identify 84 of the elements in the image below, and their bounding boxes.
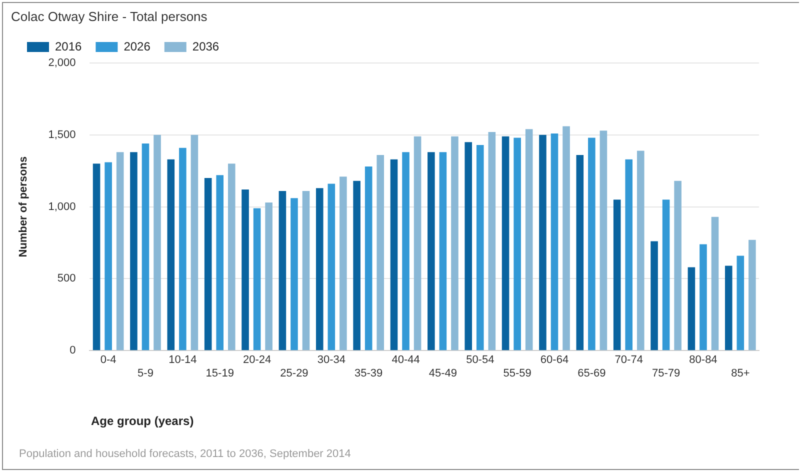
x-tick-label: 80-84 — [689, 354, 718, 366]
bar — [265, 202, 272, 350]
y-axis-title: Number of persons — [18, 156, 30, 258]
bar — [576, 155, 584, 350]
bar — [402, 152, 410, 350]
bar — [390, 159, 398, 350]
bar — [439, 152, 447, 350]
bar — [550, 133, 558, 350]
y-tick-label: 2,000 — [48, 57, 76, 70]
y-tick-label: 1,500 — [48, 128, 76, 141]
x-tick-label: 85+ — [731, 367, 750, 380]
x-tick-label: 55-59 — [503, 367, 532, 380]
bar — [278, 190, 286, 350]
bar — [92, 164, 100, 350]
x-tick-label: 25-29 — [280, 367, 308, 380]
bar — [514, 138, 521, 350]
bar — [116, 152, 124, 350]
bar — [428, 152, 435, 350]
x-tick-label: 70-74 — [614, 354, 643, 366]
x-tick-label: 15-19 — [206, 367, 234, 380]
bar — [613, 200, 621, 350]
bar — [674, 180, 682, 350]
x-axis-title: Age group (years) — [91, 414, 194, 428]
x-tick-label: 5-9 — [138, 367, 154, 380]
x-tick-label: 35-39 — [354, 367, 383, 380]
bar — [104, 162, 112, 350]
bar — [204, 178, 212, 350]
y-tick-label: 1,000 — [48, 200, 76, 213]
bar — [353, 180, 360, 350]
bar — [625, 159, 633, 350]
bar — [736, 256, 744, 350]
bar — [464, 142, 472, 350]
bar — [502, 136, 510, 350]
bar — [302, 190, 310, 350]
legend-label: 2026 — [124, 39, 151, 54]
bar — [724, 266, 732, 350]
bar — [290, 198, 298, 350]
x-tick-label: 0-4 — [100, 354, 116, 366]
bar — [451, 136, 458, 350]
bar — [328, 184, 336, 350]
y-tick-label: 0 — [70, 344, 76, 357]
bar — [179, 148, 186, 350]
chart-title: Colac Otway Shire - Total persons — [11, 9, 208, 24]
text: Population and household forecasts, 2011 to 2036, September 2014 — [19, 448, 351, 460]
x-tick-label: 50-54 — [466, 354, 494, 366]
bar — [562, 126, 570, 350]
bar — [242, 190, 249, 350]
bar — [588, 138, 596, 350]
bar — [253, 208, 261, 350]
bar — [142, 144, 150, 350]
bar — [748, 240, 756, 350]
x-tick-label: 20-24 — [242, 354, 272, 366]
bar — [190, 134, 198, 350]
legend-label: 2036 — [192, 39, 220, 54]
bar — [539, 134, 546, 350]
y-tick-label: 500 — [57, 272, 76, 285]
bar — [167, 159, 175, 350]
bar — [700, 244, 707, 350]
bar — [376, 155, 384, 350]
bar — [216, 175, 224, 350]
x-tick-label: 40-44 — [392, 354, 420, 366]
x-tick-label: 60-64 — [540, 354, 569, 366]
bar — [154, 134, 161, 350]
x-tick-label: 45-49 — [428, 367, 458, 380]
x-tick-label: 30-34 — [317, 354, 346, 366]
bar — [228, 164, 236, 350]
bar — [364, 166, 372, 350]
bar — [650, 241, 658, 350]
x-tick-label: 10-14 — [168, 354, 197, 366]
x-tick-label: 75-79 — [652, 367, 680, 380]
x-tick-label: 65-69 — [578, 367, 606, 380]
legend-label: 2016 — [55, 39, 82, 54]
bar — [414, 136, 422, 350]
bar — [130, 152, 138, 350]
bar — [688, 267, 696, 350]
bar — [662, 200, 670, 350]
bar — [525, 129, 533, 350]
bar — [636, 150, 644, 350]
bar — [711, 216, 719, 350]
bar — [600, 130, 608, 350]
bar — [340, 176, 347, 350]
bar — [316, 188, 324, 350]
bar — [476, 144, 484, 350]
bar — [488, 132, 496, 350]
